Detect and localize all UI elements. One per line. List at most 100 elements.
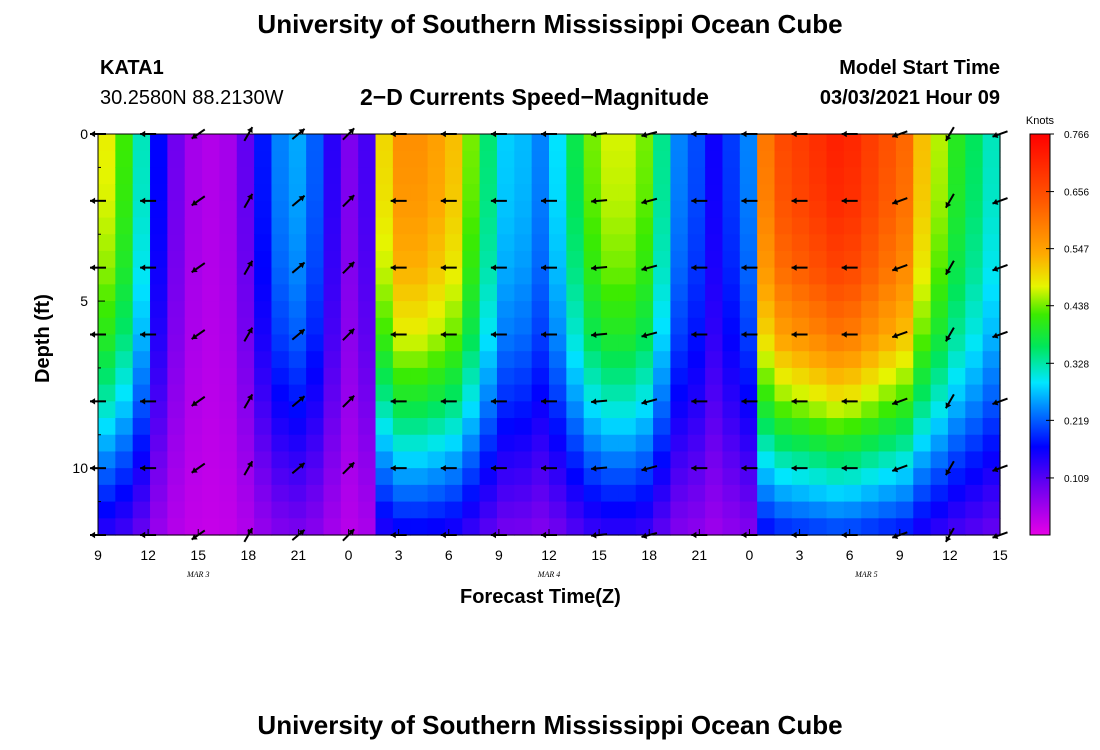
heatmap-cell (132, 418, 151, 436)
heatmap-cell (306, 401, 325, 419)
current-arrow (140, 464, 157, 472)
current-arrow (440, 464, 457, 472)
heatmap-cell (254, 468, 273, 486)
heatmap-cell (653, 334, 672, 352)
y-tick-label: 10 (72, 460, 88, 476)
heatmap-cell (184, 217, 203, 235)
heatmap-cell (427, 451, 446, 469)
heatmap-cell (150, 434, 168, 453)
heatmap-cell (566, 484, 585, 503)
heatmap-cell (583, 267, 602, 285)
heatmap-cell (739, 200, 758, 219)
heatmap-cell (722, 418, 741, 436)
heatmap-cell (653, 200, 672, 219)
heatmap-cell (705, 250, 724, 269)
heatmap-cell (115, 418, 134, 436)
heatmap-cell (496, 250, 515, 269)
heatmap-cell (982, 451, 1001, 469)
heatmap-cell (167, 167, 186, 185)
heatmap-cell (757, 418, 776, 436)
y-tick-label: 5 (80, 293, 88, 309)
heatmap-cell (219, 301, 238, 319)
heatmap-cell (947, 167, 966, 185)
heatmap-cell (115, 367, 134, 386)
heatmap-cell (184, 384, 203, 402)
heatmap-cell (774, 200, 793, 219)
heatmap-cell (323, 200, 342, 219)
heatmap-cell (705, 367, 724, 386)
heatmap-cell (236, 234, 255, 252)
heatmap-cell (496, 501, 515, 519)
heatmap-cell (202, 501, 221, 519)
heatmap-cell (826, 184, 845, 202)
heatmap-cell (947, 401, 966, 419)
heatmap-cell (410, 434, 429, 453)
heatmap-cell (774, 317, 793, 336)
heatmap-cell (340, 200, 359, 219)
heatmap-cell (843, 334, 862, 352)
colorbar-tick-label: 0.219 (1064, 416, 1089, 427)
heatmap-cell (358, 317, 377, 336)
heatmap-cell (895, 351, 914, 369)
heatmap-cell (757, 301, 776, 319)
heatmap-cell (930, 234, 949, 252)
heatmap-cell (167, 434, 186, 453)
heatmap-cell (757, 484, 776, 503)
heatmap-cell (913, 401, 932, 419)
heatmap-cell (202, 184, 221, 202)
heatmap-cell (427, 217, 446, 235)
heatmap-cell (132, 334, 151, 352)
heatmap-cell (843, 434, 862, 453)
heatmap-cell (549, 518, 567, 536)
heatmap-cell (410, 250, 429, 269)
heatmap-cell (98, 217, 116, 235)
heatmap-cell (236, 150, 255, 169)
heatmap-cell (288, 484, 307, 503)
heatmap-cell (947, 501, 966, 519)
heatmap-cell (826, 301, 845, 319)
heatmap-cell (635, 518, 654, 536)
heatmap-cell (965, 234, 984, 252)
heatmap-cell (254, 284, 273, 302)
heatmap-cell (184, 250, 203, 269)
heatmap-cell (913, 501, 932, 519)
heatmap-cell (791, 401, 810, 419)
heatmap-cell (531, 217, 550, 235)
heatmap-cell (375, 518, 394, 536)
heatmap-cell (531, 301, 550, 319)
heatmap-cell (150, 317, 168, 336)
heatmap-cell (549, 134, 567, 152)
heatmap-cell (601, 317, 619, 336)
heatmap-cell (653, 250, 672, 269)
heatmap-cell (618, 484, 637, 503)
heatmap-cell (514, 301, 533, 319)
heatmap-cell (739, 401, 758, 419)
heatmap-cell (288, 468, 307, 486)
heatmap-cell (982, 468, 1001, 486)
heatmap-cell (375, 234, 394, 252)
current-arrow (243, 460, 254, 476)
heatmap-cell (635, 334, 654, 352)
heatmap-cell (323, 401, 342, 419)
heatmap-cell (375, 484, 394, 503)
heatmap-cell (219, 200, 238, 219)
heatmap-cell (601, 134, 619, 152)
heatmap-cell (982, 250, 1001, 269)
heatmap-cell (722, 317, 741, 336)
heatmap-cell (982, 267, 1001, 285)
heatmap-cell (583, 451, 602, 469)
heatmap-cell (514, 484, 533, 503)
heatmap-cell (549, 334, 567, 352)
heatmap-cell (687, 167, 706, 185)
heatmap-cell (288, 234, 307, 252)
heatmap-cell (670, 418, 689, 436)
heatmap-cell (947, 200, 966, 219)
heatmap-cell (722, 518, 741, 536)
heatmap-cell (549, 434, 567, 453)
heatmap-cell (739, 484, 758, 503)
heatmap-cell (653, 484, 672, 503)
heatmap-cell (479, 150, 498, 169)
heatmap-cell (340, 384, 359, 402)
heatmap-cell (895, 301, 914, 319)
heatmap-cell (496, 167, 515, 185)
